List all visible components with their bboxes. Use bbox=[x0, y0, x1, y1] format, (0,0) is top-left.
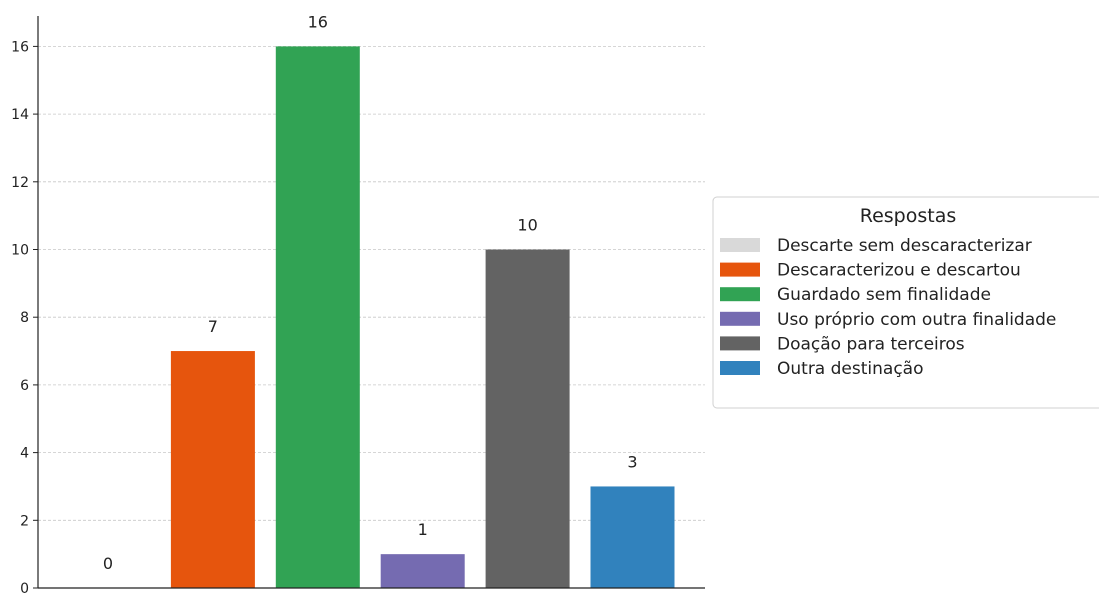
y-tick-label: 10 bbox=[11, 243, 29, 259]
legend: Respostas Descarte sem descaracterizarDe… bbox=[712, 196, 1099, 409]
legend-title: Respostas bbox=[860, 205, 957, 227]
axes bbox=[37, 16, 705, 589]
bar-3 bbox=[380, 554, 465, 588]
bar-value-label: 10 bbox=[517, 216, 537, 235]
y-tick-label: 4 bbox=[20, 446, 29, 462]
legend-label: Descaracterizou e descartou bbox=[777, 261, 1021, 281]
legend-swatch bbox=[720, 336, 760, 351]
legend-swatch bbox=[720, 311, 760, 326]
bar-value-label: 1 bbox=[418, 520, 428, 539]
y-tick-label: 6 bbox=[20, 378, 29, 394]
y-tick-label: 12 bbox=[11, 175, 29, 191]
legend-label: Guardado sem finalidade bbox=[777, 285, 991, 305]
legend-swatch bbox=[720, 238, 760, 252]
bar-1 bbox=[170, 351, 255, 588]
bar-value-label: 3 bbox=[627, 452, 637, 471]
bar-2 bbox=[275, 46, 360, 588]
legend-entries: Descarte sem descaracterizar Descaracteri… bbox=[720, 236, 1056, 379]
bar-value-label: 7 bbox=[208, 317, 218, 336]
legend-box bbox=[712, 196, 1099, 409]
legend-swatch bbox=[720, 361, 760, 375]
bar-4 bbox=[485, 249, 570, 588]
y-axis-ticks: 0 2 4 6 8 10 12 14 16 bbox=[11, 39, 38, 595]
y-tick-label: 8 bbox=[20, 310, 29, 326]
y-tick-label: 16 bbox=[11, 39, 29, 55]
legend-label: Doação para terceiros bbox=[777, 334, 965, 354]
y-tick-label: 0 bbox=[20, 581, 29, 595]
legend-swatch bbox=[720, 262, 760, 277]
y-tick-label: 2 bbox=[20, 513, 29, 529]
y-tick-label: 14 bbox=[11, 107, 29, 123]
legend-swatch bbox=[720, 287, 760, 302]
legend-label: Uso próprio com outra finalidade bbox=[777, 310, 1056, 330]
legend-label: Outra destinação bbox=[777, 359, 923, 379]
bar-value-label: 0 bbox=[103, 554, 113, 573]
bars bbox=[170, 46, 675, 588]
gridlines bbox=[38, 46, 705, 521]
bar-value-label: 16 bbox=[308, 12, 328, 31]
legend-label: Descarte sem descaracterizar bbox=[777, 236, 1032, 256]
bar-5 bbox=[590, 486, 675, 588]
data-labels: 0 7 16 1 10 3 bbox=[103, 12, 638, 573]
